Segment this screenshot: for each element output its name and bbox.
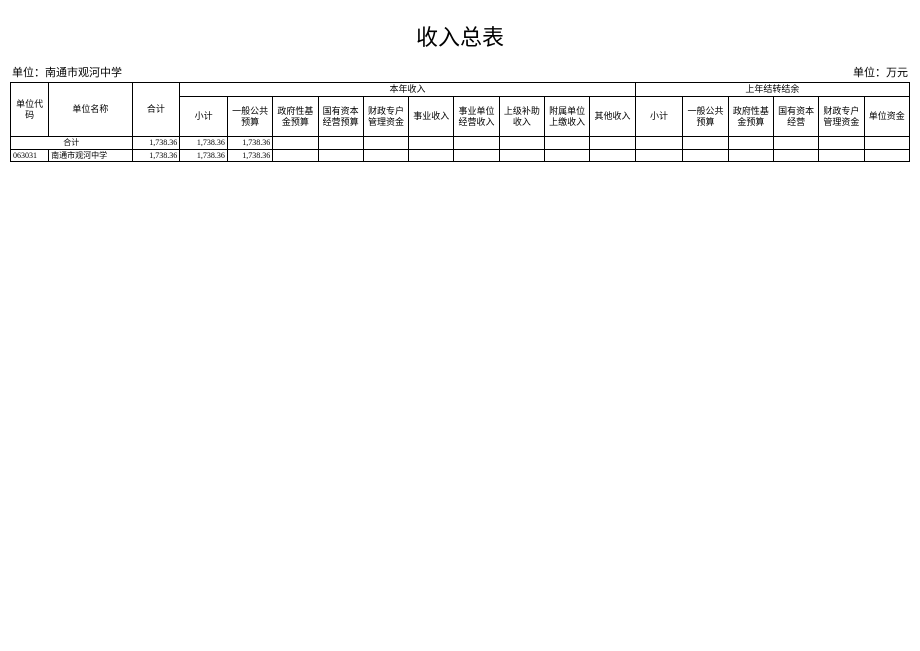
col-header-prev-year: 上年结转结余 xyxy=(635,83,909,97)
col-header-py-fiscal: 财政专户管理资金 xyxy=(819,97,864,137)
cell-total: 1,738.36 xyxy=(132,137,180,150)
cell-py-unit xyxy=(864,149,909,162)
cell-cy-statecap xyxy=(318,137,363,150)
cell-cy-business xyxy=(409,149,454,162)
col-header-py-subtotal: 小计 xyxy=(635,97,683,137)
cell-py-fiscal xyxy=(819,149,864,162)
cell-py-subtotal xyxy=(635,149,683,162)
col-header-py-govfund: 政府性基金预算 xyxy=(728,97,773,137)
col-header-cy-businessunit: 事业单位经营收入 xyxy=(454,97,499,137)
col-header-cy-general: 一般公共预算 xyxy=(227,97,272,137)
cell-cy-superior xyxy=(499,137,544,150)
cell-cy-fiscal xyxy=(363,137,408,150)
cell-py-subtotal xyxy=(635,137,683,150)
col-header-cy-fiscal: 财政专户管理资金 xyxy=(363,97,408,137)
unit-right: 单位：万元 xyxy=(853,64,908,80)
cell-cy-superior xyxy=(499,149,544,162)
col-header-cy-affiliated: 附属单位上缴收入 xyxy=(545,97,590,137)
cell-py-govfund xyxy=(728,137,773,150)
cell-py-fiscal xyxy=(819,137,864,150)
cell-cy-businessunit xyxy=(454,149,499,162)
col-header-cy-superior: 上级补助收入 xyxy=(499,97,544,137)
cell-total: 1,738.36 xyxy=(132,149,180,162)
cell-cy-govfund xyxy=(273,137,318,150)
cell-cy-other xyxy=(590,149,635,162)
cell-py-govfund xyxy=(728,149,773,162)
cell-sum-label: 合计 xyxy=(11,137,133,150)
col-header-current-year: 本年收入 xyxy=(180,83,635,97)
unit-left-value: 南通市观河中学 xyxy=(45,67,122,79)
col-header-py-general: 一般公共预算 xyxy=(683,97,728,137)
col-header-py-unit: 单位资金 xyxy=(864,97,909,137)
col-header-cy-govfund: 政府性基金预算 xyxy=(273,97,318,137)
cell-cy-other xyxy=(590,137,635,150)
cell-name: 南通市观河中学 xyxy=(49,149,132,162)
cell-cy-fiscal xyxy=(363,149,408,162)
unit-left: 单位：南通市观河中学 xyxy=(12,64,122,80)
cell-py-general xyxy=(683,137,728,150)
cell-cy-business xyxy=(409,137,454,150)
cell-py-unit xyxy=(864,137,909,150)
cell-cy-general: 1,738.36 xyxy=(227,149,272,162)
table-row: 合计 1,738.36 1,738.36 1,738.36 xyxy=(11,137,910,150)
col-header-total: 合计 xyxy=(132,83,180,137)
col-header-code: 单位代码 xyxy=(11,83,49,137)
cell-cy-govfund xyxy=(273,149,318,162)
table-row: 063031 南通市观河中学 1,738.36 1,738.36 1,738.3… xyxy=(11,149,910,162)
page-title: 收入总表 xyxy=(10,20,910,52)
table-header-row-1: 单位代码 单位名称 合计 本年收入 上年结转结余 xyxy=(11,83,910,97)
cell-cy-subtotal: 1,738.36 xyxy=(180,149,228,162)
unit-left-label: 单位： xyxy=(12,67,45,79)
cell-py-statecap xyxy=(773,149,818,162)
cell-cy-statecap xyxy=(318,149,363,162)
cell-cy-subtotal: 1,738.36 xyxy=(180,137,228,150)
cell-cy-affiliated xyxy=(545,137,590,150)
cell-cy-general: 1,738.36 xyxy=(227,137,272,150)
col-header-py-statecap: 国有资本经营 xyxy=(773,97,818,137)
cell-code: 063031 xyxy=(11,149,49,162)
income-summary-table: 单位代码 单位名称 合计 本年收入 上年结转结余 小计 一般公共预算 政府性基金… xyxy=(10,82,910,162)
col-header-name: 单位名称 xyxy=(49,83,132,137)
col-header-cy-statecap: 国有资本经营预算 xyxy=(318,97,363,137)
cell-cy-affiliated xyxy=(545,149,590,162)
col-header-cy-business: 事业收入 xyxy=(409,97,454,137)
cell-py-general xyxy=(683,149,728,162)
col-header-cy-other: 其他收入 xyxy=(590,97,635,137)
header-meta-row: 单位：南通市观河中学 单位：万元 xyxy=(10,64,910,80)
col-header-cy-subtotal: 小计 xyxy=(180,97,228,137)
cell-py-statecap xyxy=(773,137,818,150)
cell-cy-businessunit xyxy=(454,137,499,150)
